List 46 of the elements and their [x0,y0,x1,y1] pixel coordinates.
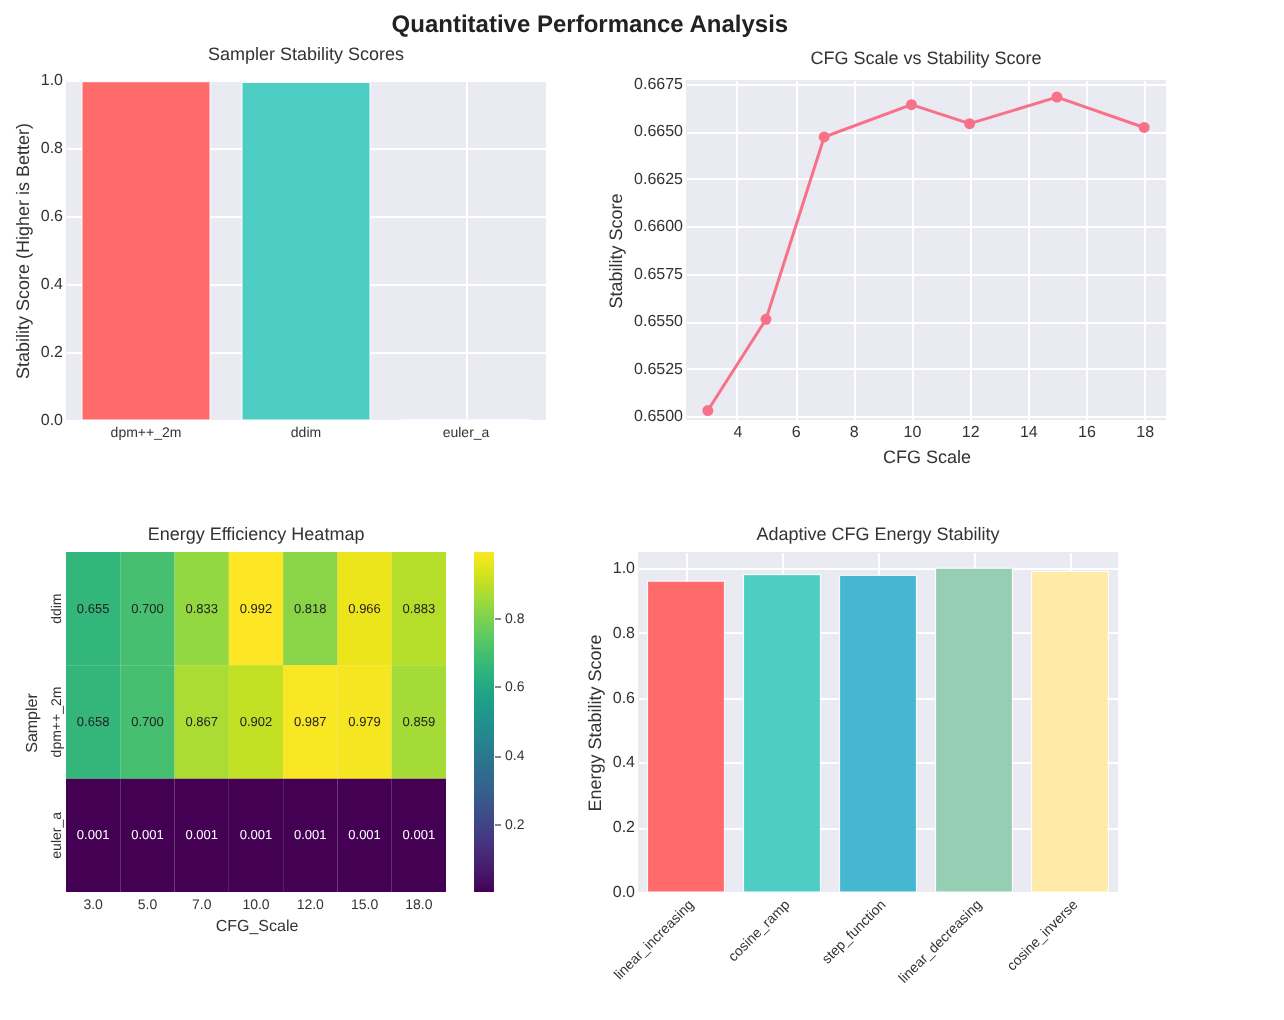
x-tick-label: 4 [733,423,744,441]
x-tick-label: 16 [1078,423,1097,441]
point [818,131,830,143]
y-tick-label: 0.4 [612,753,637,772]
y-tick-label: 0.4 [40,275,65,293]
y-tick-label: 0.2 [40,343,65,361]
y-tick-label: 0.2 [612,818,637,837]
point [905,99,917,111]
x-tick-label: 6 [791,423,802,441]
chart-title: CFG Scale vs Stability Score [810,47,1042,68]
x-tick-label: 8 [849,423,860,441]
y-tick-label: 0.0 [40,411,65,429]
y-axis-title: Stability Score (Higher is Better) [12,122,33,380]
y-tick-label: 0.6 [612,688,637,707]
x-tick-label: 10 [903,423,923,441]
point [964,118,976,130]
y-tick-label: 1.0 [40,71,65,89]
y-tick-label: 0.6650 [634,122,685,141]
y-tick-label: 0.6600 [634,217,685,236]
chart-title: Energy Efficiency Heatmap [147,524,365,544]
point [702,405,714,416]
y-tick-label: 0.8 [40,139,65,157]
y-tick-label: 0.6550 [634,312,685,331]
point [1138,122,1150,133]
chart-title: Adaptive CFG Energy Stability [756,524,1001,544]
chart-title: Sampler Stability Scores [207,44,406,64]
y-axis-title: Stability Score [606,193,627,309]
x-axis-title: CFG Scale [882,447,972,467]
y-tick-label: 1.0 [612,559,637,578]
y-tick-label: 0.6575 [634,264,685,283]
y-tick-label: 0.6675 [634,74,685,93]
y-tick-label: 0.8 [612,623,637,642]
y-axis-title: Sampler [23,692,41,753]
x-tick-label: 12 [961,423,981,441]
y-tick-label: 0.6500 [634,407,685,426]
x-tick-label: 18 [1136,423,1156,441]
y-tick-label: 0.6 [40,207,65,225]
point [760,313,772,325]
point [1051,91,1063,103]
x-tick-label: 14 [1019,423,1039,441]
y-tick-label: 0.6525 [634,359,685,378]
text: Quantitative Performance Analysis [391,10,789,38]
y-axis-title: Energy Stability Score [584,634,605,812]
y-tick-label: 0.6625 [634,169,685,188]
y-tick-label: 0.0 [612,883,637,901]
x-axis-title: CFG_Scale [215,917,300,935]
